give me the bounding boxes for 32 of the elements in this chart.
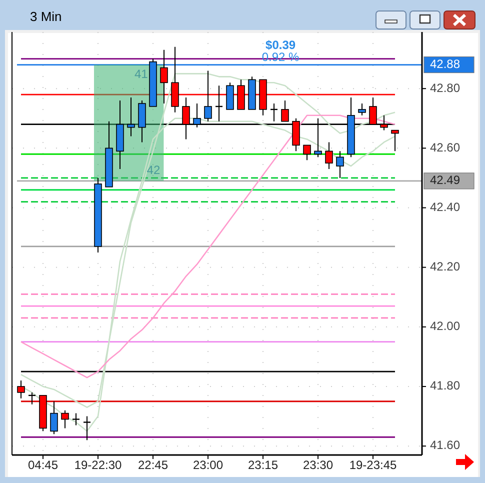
y-tick-label: 42.20	[430, 260, 460, 274]
candlestick	[204, 70, 212, 122]
y-tick-label: 42.60	[430, 140, 460, 154]
candlestick	[325, 142, 333, 170]
candlestick	[61, 410, 69, 429]
ref-line-label: 42.49	[430, 173, 460, 188]
x-tick-label: 23:15	[248, 458, 278, 472]
y-tick-label: 42.40	[430, 200, 460, 214]
candlestick	[336, 150, 344, 178]
candlestick	[17, 380, 25, 399]
x-tick-label: 19-22:30	[74, 458, 122, 472]
candlestick	[50, 400, 58, 435]
candlestick	[358, 102, 366, 116]
y-tick-label: 41.80	[430, 378, 460, 393]
chart-title: 3 Min	[30, 9, 62, 24]
annotation: 41	[134, 67, 148, 82]
candlestick	[303, 144, 311, 161]
candlestick	[391, 130, 399, 152]
y-tick-label: 42.80	[430, 80, 460, 95]
x-tick-label: 22:45	[138, 458, 168, 472]
candlestick	[82, 416, 92, 441]
ref-line-label: 42.88	[430, 56, 460, 71]
annotation: 42	[146, 163, 160, 178]
x-tick-label: 23:30	[302, 458, 334, 472]
candlestick	[72, 412, 80, 426]
candlestick	[226, 82, 234, 110]
x-tick-label: 19-23:45	[349, 458, 398, 472]
x-tick-label: 23:00	[192, 458, 224, 472]
y-tick-label: 42.00	[430, 319, 460, 334]
x-tick-label: 04:45	[28, 458, 58, 472]
y-tick-label: 41.60	[430, 438, 460, 452]
annotation: $0.39	[266, 38, 296, 52]
